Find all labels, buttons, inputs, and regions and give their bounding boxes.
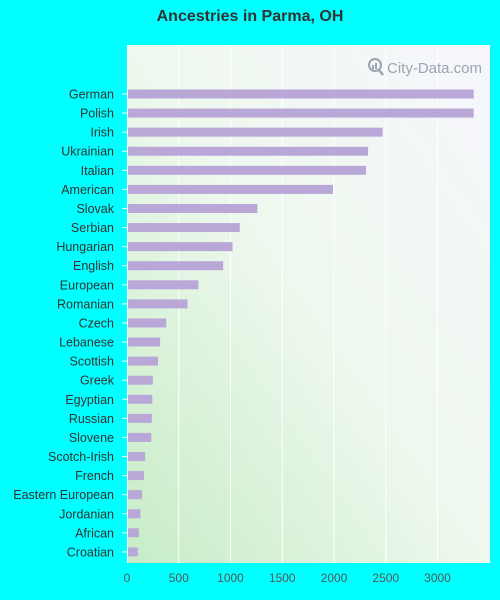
bar <box>128 223 240 233</box>
category-label: Lebanese <box>59 336 114 350</box>
bar <box>128 261 224 271</box>
category-labels: German Polish Irish Ukrainian Italian America… <box>13 88 127 559</box>
bar <box>128 203 258 213</box>
bar <box>128 490 142 500</box>
category-label: Eastern European <box>13 488 114 502</box>
category-label: Slovak <box>76 202 114 216</box>
category-label: Italian <box>81 164 114 178</box>
category-label: Polish <box>80 107 114 121</box>
category-label: Czech <box>79 316 114 330</box>
bar <box>128 337 161 347</box>
x-tick-label: 0 <box>124 571 131 585</box>
category-label: Egyptian <box>65 393 114 407</box>
bar <box>128 375 153 385</box>
bar <box>128 299 188 309</box>
bar <box>128 165 367 175</box>
bar <box>128 89 474 99</box>
bars-group <box>128 89 474 557</box>
category-label: Romanian <box>57 297 114 311</box>
bar <box>128 242 233 252</box>
bar <box>128 452 146 462</box>
category-label: Ukrainian <box>61 145 114 159</box>
category-label: French <box>75 469 114 483</box>
bar <box>128 146 369 156</box>
city-data-watermark: City-Data.com <box>368 58 482 80</box>
bar <box>128 528 139 538</box>
category-label: Serbian <box>71 221 114 235</box>
bar <box>128 394 153 404</box>
category-label: Irish <box>90 126 114 140</box>
bar <box>128 471 145 481</box>
bar <box>128 413 152 423</box>
bar <box>128 509 141 519</box>
bar <box>128 108 474 118</box>
category-label: Jordanian <box>59 507 114 521</box>
category-label: African <box>75 526 114 540</box>
category-label: Russian <box>69 412 114 426</box>
bar <box>128 184 333 194</box>
watermark-text: City-Data.com <box>387 60 483 77</box>
bar <box>128 356 159 366</box>
category-label: European <box>60 278 114 292</box>
x-tick-label: 3000 <box>424 571 451 585</box>
category-label: English <box>73 259 114 273</box>
x-tick-labels: 0 500 1000 1500 2000 2500 3000 <box>124 571 452 585</box>
x-tick-label: 500 <box>169 571 189 585</box>
category-label: Croatian <box>67 545 114 559</box>
x-tick-label: 2500 <box>372 571 399 585</box>
bar <box>128 432 152 442</box>
magnifier-chart-icon <box>368 58 384 80</box>
x-tick-label: 1000 <box>217 571 244 585</box>
x-tick-label: 1500 <box>269 571 296 585</box>
bar <box>128 127 383 137</box>
category-label: Hungarian <box>56 240 114 254</box>
category-label: Slovene <box>69 431 114 445</box>
bar <box>128 280 199 290</box>
chart-title: Ancestries in Parma, OH <box>156 8 344 25</box>
category-label: American <box>61 183 114 197</box>
category-label: German <box>69 88 114 102</box>
bar <box>128 547 138 557</box>
bar <box>128 318 167 328</box>
category-label: Scottish <box>70 355 115 369</box>
category-label: Greek <box>80 374 115 388</box>
x-tick-label: 2000 <box>321 571 348 585</box>
category-label: Scotch-Irish <box>48 450 114 464</box>
